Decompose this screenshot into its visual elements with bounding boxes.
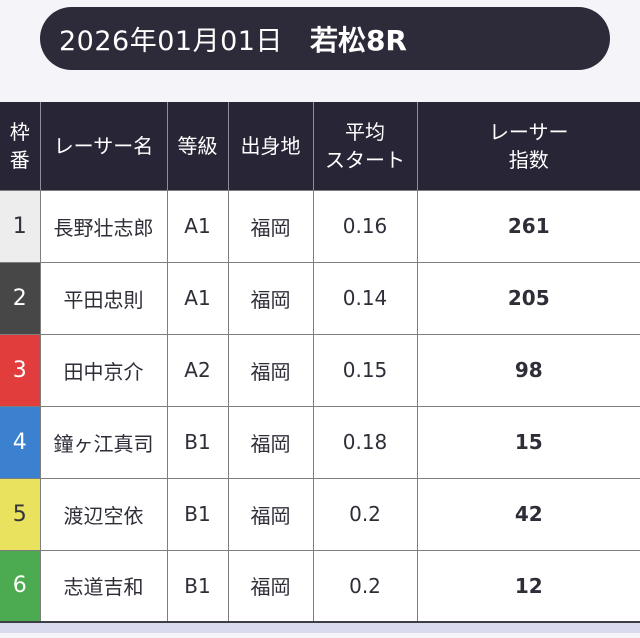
race-date: 2026年01月01日 [59, 26, 283, 57]
table-header-row: 枠 番 レーサー名 等級 出身地 平均 スタート レーサー 指数 [0, 102, 640, 191]
origin-cell: 福岡 [228, 405, 314, 478]
origin-cell: 福岡 [228, 190, 314, 262]
table-row: 3 田中京介 A2 福岡 0.15 98 [0, 333, 640, 406]
col-header-avg-start: 平均 スタート [313, 102, 418, 191]
origin-cell: 福岡 [228, 333, 314, 406]
racer-name-cell: 長野壮志郎 [40, 190, 168, 262]
table-row: 6 志道吉和 B1 福岡 0.2 12 [0, 549, 640, 622]
table-row: 4 鐘ヶ江真司 B1 福岡 0.18 15 [0, 405, 640, 478]
racer-name-cell: 鐘ヶ江真司 [40, 405, 168, 478]
grade-cell: A1 [167, 190, 229, 262]
racer-index-cell: 98 [417, 333, 640, 406]
race-header-pill: 2026年01月01日 若松8R [40, 7, 610, 70]
grade-cell: B1 [167, 477, 229, 550]
grade-cell: A1 [167, 261, 229, 334]
frame-number-cell: 6 [0, 549, 41, 622]
racer-name-cell: 田中京介 [40, 333, 168, 406]
frame-number-cell: 3 [0, 333, 41, 406]
grade-cell: B1 [167, 405, 229, 478]
origin-cell: 福岡 [228, 261, 314, 334]
racer-name-cell: 志道吉和 [40, 549, 168, 622]
racer-name-cell: 渡辺空依 [40, 477, 168, 550]
frame-number-cell: 1 [0, 190, 41, 262]
col-header-origin: 出身地 [228, 102, 314, 191]
avg-start-cell: 0.18 [313, 405, 418, 478]
racer-table: 枠 番 レーサー名 等級 出身地 平均 スタート レーサー 指数 1 長野壮志郎… [0, 102, 640, 623]
avg-start-cell: 0.15 [313, 333, 418, 406]
grade-cell: A2 [167, 333, 229, 406]
avg-start-cell: 0.16 [313, 190, 418, 262]
frame-number-cell: 4 [0, 405, 41, 478]
avg-start-cell: 0.2 [313, 549, 418, 622]
col-header-racer-index: レーサー 指数 [417, 102, 640, 191]
racer-index-cell: 261 [417, 190, 640, 262]
table-row: 1 長野壮志郎 A1 福岡 0.16 261 [0, 190, 640, 262]
col-header-grade: 等級 [167, 102, 229, 191]
table-row: 2 平田忠則 A1 福岡 0.14 205 [0, 261, 640, 334]
avg-start-cell: 0.2 [313, 477, 418, 550]
avg-start-cell: 0.14 [313, 261, 418, 334]
frame-number-cell: 2 [0, 261, 41, 334]
race-name: 若松8R [309, 23, 407, 57]
footer-strip [0, 623, 640, 633]
origin-cell: 福岡 [228, 477, 314, 550]
col-header-racer-name: レーサー名 [40, 102, 168, 191]
table-row: 5 渡辺空依 B1 福岡 0.2 42 [0, 477, 640, 550]
racer-index-cell: 42 [417, 477, 640, 550]
frame-number-cell: 5 [0, 477, 41, 550]
racer-index-cell: 15 [417, 405, 640, 478]
col-header-frame-number: 枠 番 [0, 102, 41, 191]
racer-index-cell: 205 [417, 261, 640, 334]
grade-cell: B1 [167, 549, 229, 622]
origin-cell: 福岡 [228, 549, 314, 622]
racer-index-cell: 12 [417, 549, 640, 622]
racer-name-cell: 平田忠則 [40, 261, 168, 334]
